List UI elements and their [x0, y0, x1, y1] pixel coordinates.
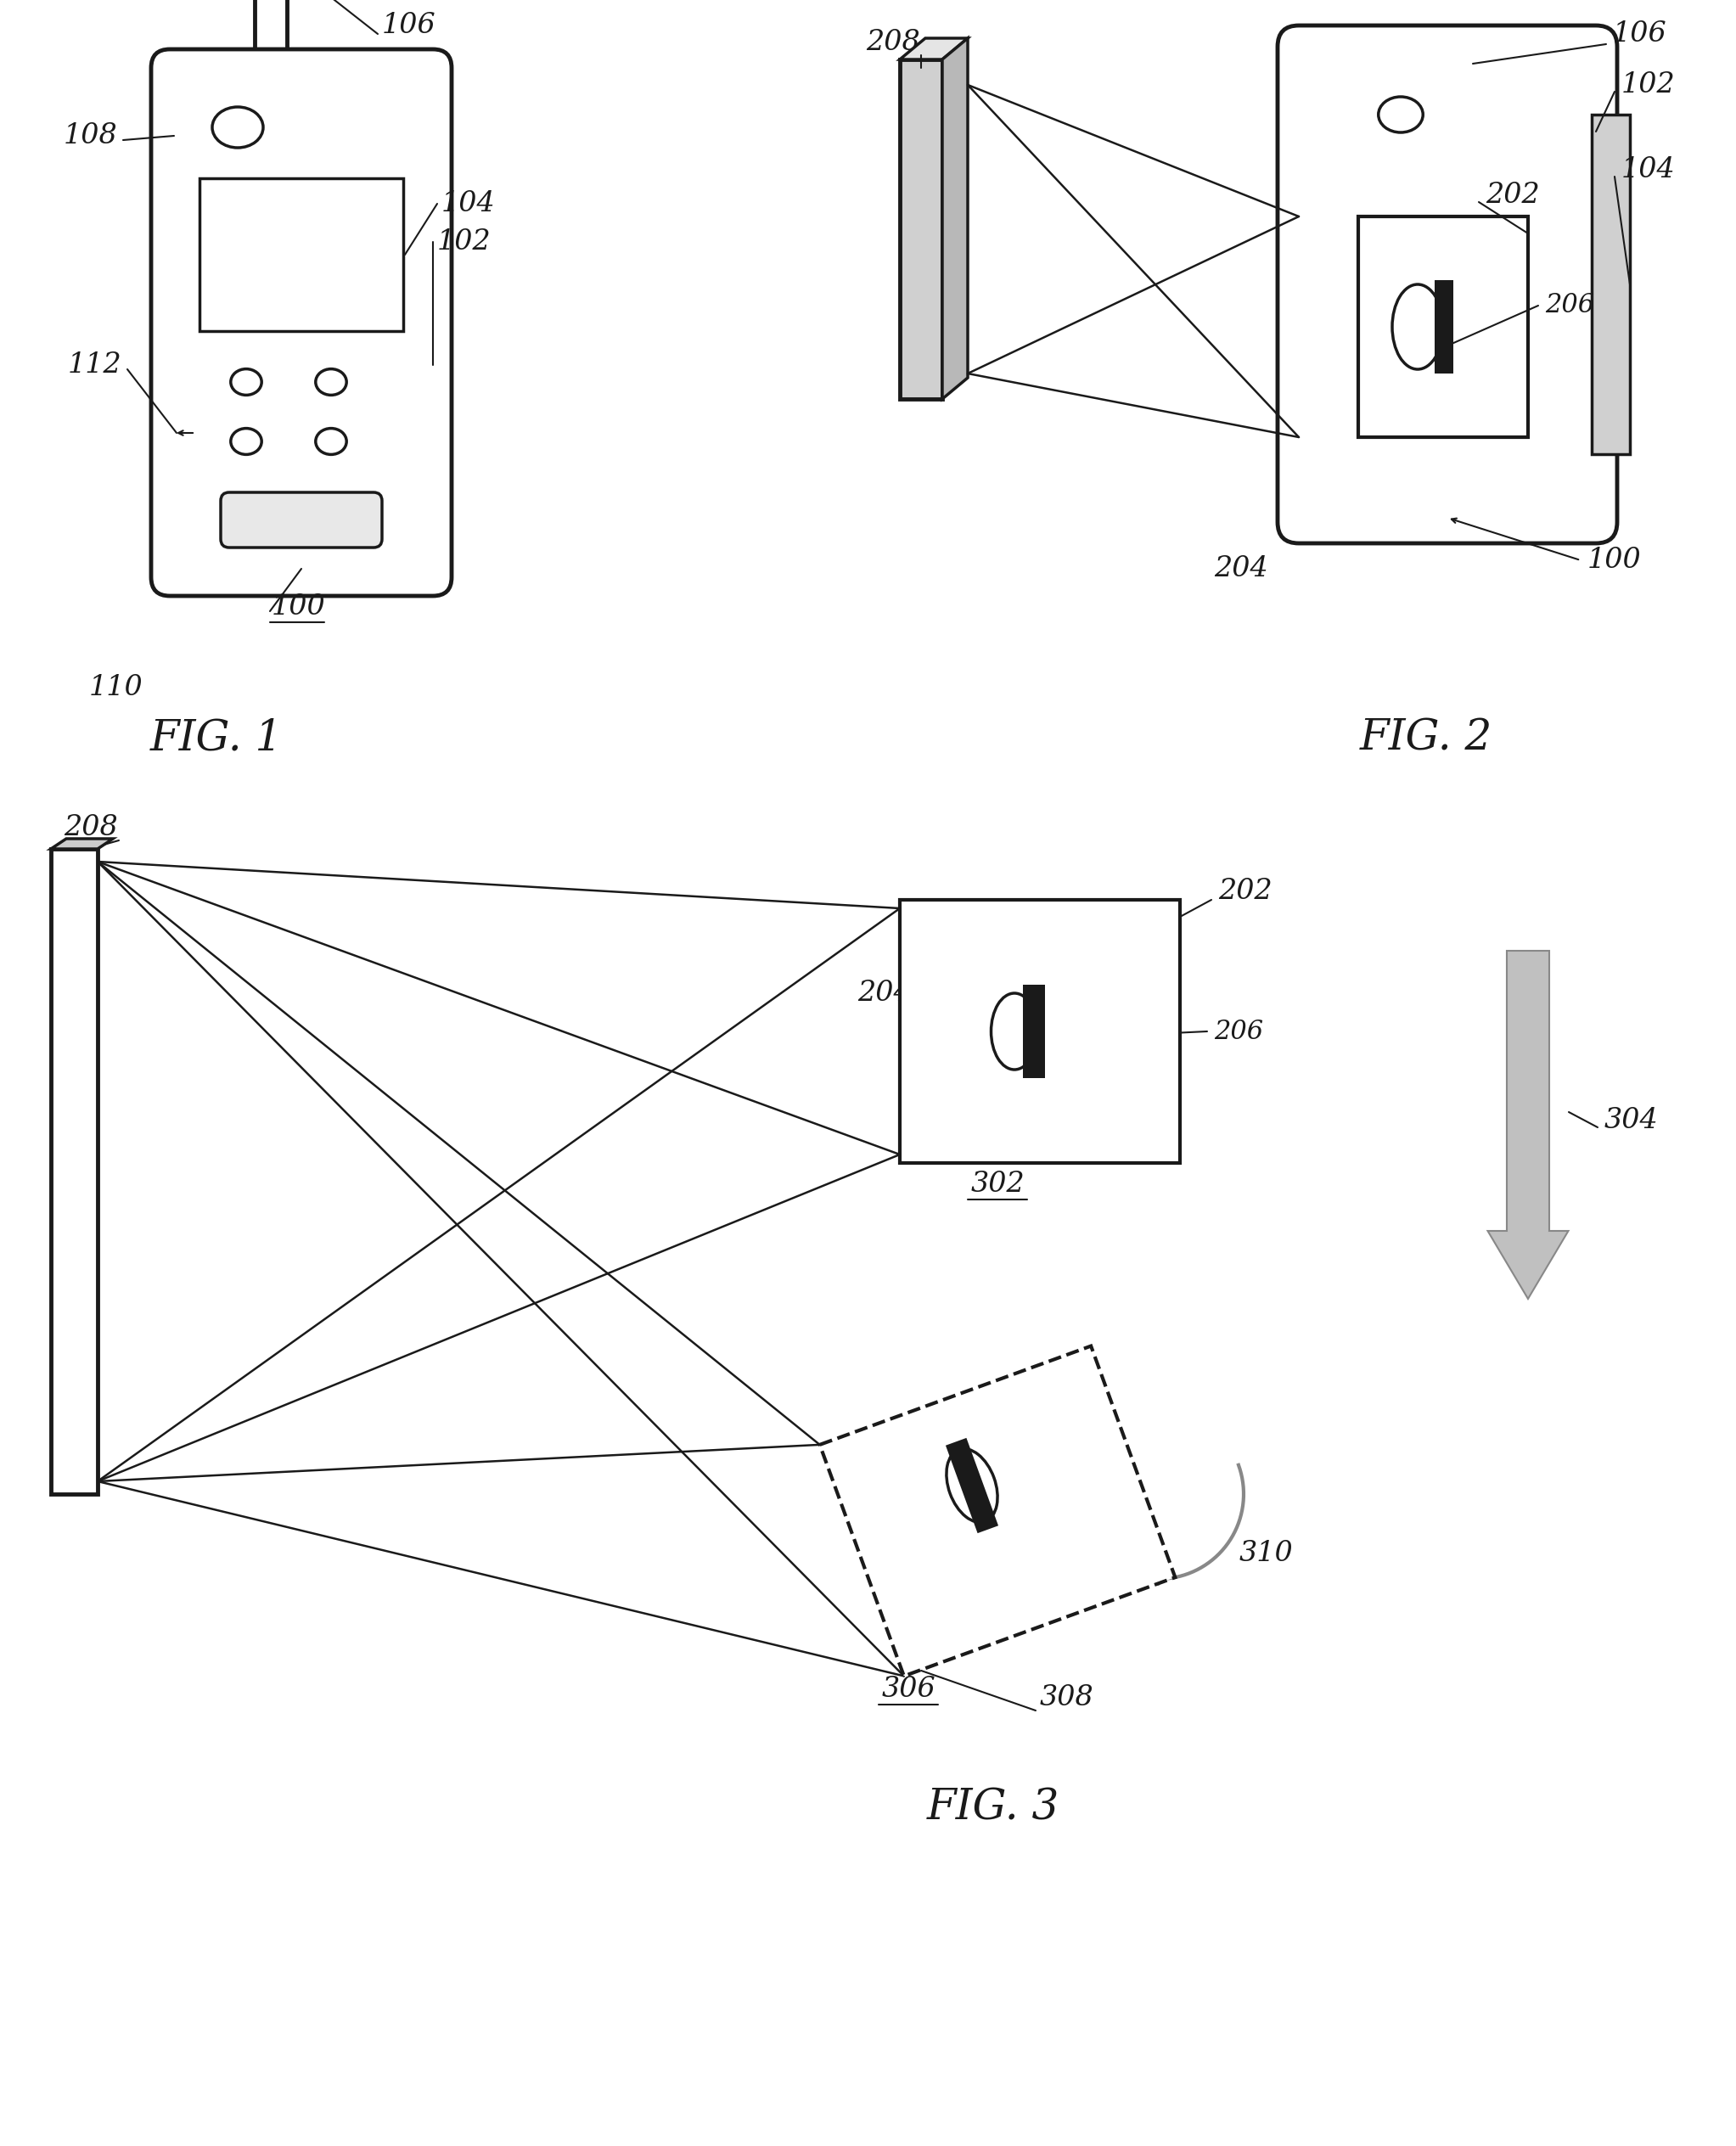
Text: 204: 204 — [858, 979, 911, 1006]
FancyBboxPatch shape — [1278, 26, 1618, 543]
Text: 208: 208 — [64, 813, 118, 841]
Text: 308: 308 — [1040, 1685, 1094, 1710]
Text: 204: 204 — [1213, 556, 1267, 582]
Text: 202: 202 — [1486, 182, 1540, 208]
Polygon shape — [943, 39, 967, 399]
Bar — [1023, 985, 1045, 1077]
Bar — [1358, 217, 1528, 438]
Text: 106: 106 — [1613, 19, 1667, 47]
Text: 202: 202 — [1219, 878, 1272, 906]
Text: 310: 310 — [1240, 1541, 1293, 1567]
Text: FIG. 3: FIG. 3 — [927, 1788, 1059, 1828]
Text: 110: 110 — [89, 674, 144, 702]
Bar — [1434, 281, 1453, 373]
Bar — [50, 850, 97, 1494]
Text: 302: 302 — [970, 1170, 1024, 1197]
Text: 100: 100 — [271, 594, 326, 620]
Text: FIG. 2: FIG. 2 — [1359, 717, 1493, 760]
Bar — [200, 178, 403, 330]
Text: 112: 112 — [68, 352, 122, 378]
Bar — [899, 60, 943, 399]
Text: 104: 104 — [441, 191, 495, 217]
FancyArrow shape — [1488, 951, 1568, 1298]
FancyBboxPatch shape — [255, 0, 286, 69]
Text: 108: 108 — [64, 122, 118, 150]
FancyBboxPatch shape — [151, 49, 451, 597]
Bar — [899, 899, 1180, 1163]
Text: 206: 206 — [1213, 1017, 1264, 1045]
Polygon shape — [50, 839, 113, 850]
Text: FIG. 1: FIG. 1 — [149, 717, 283, 760]
Text: 104: 104 — [1621, 157, 1675, 182]
Text: 102: 102 — [437, 227, 491, 255]
Text: 208: 208 — [866, 28, 920, 56]
Text: 106: 106 — [382, 13, 436, 39]
Polygon shape — [819, 1346, 1175, 1676]
Text: 102: 102 — [1621, 71, 1675, 99]
Bar — [1592, 114, 1630, 455]
Polygon shape — [899, 39, 967, 60]
Text: 304: 304 — [1604, 1107, 1658, 1133]
Text: 100: 100 — [1587, 547, 1642, 573]
Text: 306: 306 — [882, 1676, 936, 1704]
Polygon shape — [946, 1438, 998, 1532]
FancyBboxPatch shape — [220, 491, 382, 547]
Text: 206: 206 — [1545, 292, 1594, 320]
